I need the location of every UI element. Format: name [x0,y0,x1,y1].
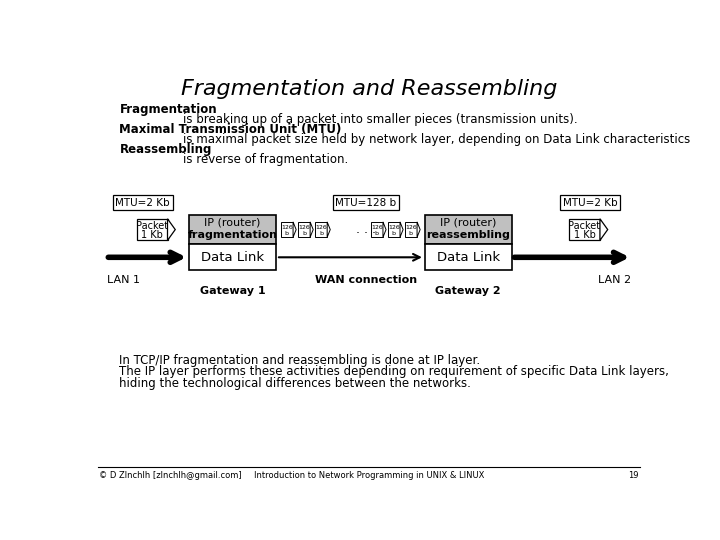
Bar [281,222,293,237]
Text: © D Zlnchlh [zlnchlh@gmail.com]: © D Zlnchlh [zlnchlh@gmail.com] [99,470,242,480]
Text: Reassembling: Reassembling [120,143,212,157]
Text: 126: 126 [405,225,417,230]
Bar [189,215,276,244]
Text: hiding the technological differences between the networks.: hiding the technological differences bet… [120,377,472,390]
Text: . . .: . . . [356,223,376,236]
Polygon shape [327,222,330,237]
Text: b: b [285,231,289,236]
Text: MTU=2 Kb: MTU=2 Kb [562,198,617,207]
Bar [425,215,512,244]
Text: Fragmentation: Fragmentation [120,103,217,116]
Polygon shape [383,222,386,237]
Text: b: b [374,231,379,236]
Text: WAN connection: WAN connection [315,275,417,285]
Bar [189,244,276,271]
Text: 1 Kb: 1 Kb [141,230,163,240]
Text: 19: 19 [628,470,639,480]
Polygon shape [293,222,296,237]
Polygon shape [600,219,608,240]
Polygon shape [417,222,420,237]
Bar [425,244,512,271]
Bar [569,219,600,240]
Text: The IP layer performs these activities depending on requirement of specific Data: The IP layer performs these activities d… [120,365,670,378]
Text: reassembling: reassembling [426,230,510,240]
Text: b: b [392,231,396,236]
Text: Data Link: Data Link [201,251,264,264]
Polygon shape [168,219,175,240]
Bar [137,219,168,240]
Bar [405,222,417,237]
Bar [297,222,310,237]
Text: LAN 2: LAN 2 [598,275,631,285]
Text: b: b [302,231,306,236]
Text: 126: 126 [315,225,327,230]
Text: Maximal Transmission Unit (MTU): Maximal Transmission Unit (MTU) [120,123,342,136]
Text: 126: 126 [298,225,310,230]
Text: 126: 126 [281,225,293,230]
Text: is breaking up of a packet into smaller pieces (transmission units).: is breaking up of a packet into smaller … [183,113,577,126]
Text: Packet: Packet [136,221,168,231]
Text: Introduction to Network Programming in UNIX & LINUX: Introduction to Network Programming in U… [254,470,484,480]
Bar [387,222,400,237]
Text: is reverse of fragmentation.: is reverse of fragmentation. [183,153,348,166]
Text: b: b [319,231,323,236]
Text: IP (router): IP (router) [204,218,261,228]
Text: MTU=2 Kb: MTU=2 Kb [115,198,170,207]
Text: fragmentation: fragmentation [188,230,278,240]
Text: 126: 126 [388,225,400,230]
Text: 126: 126 [371,225,382,230]
Text: Gateway 1: Gateway 1 [199,286,266,296]
Text: LAN 1: LAN 1 [107,275,140,285]
Text: Fragmentation and Reassembling: Fragmentation and Reassembling [181,79,557,99]
Text: b: b [409,231,413,236]
Text: is maximal packet size held by network layer, depending on Data Link characteris: is maximal packet size held by network l… [183,133,690,146]
Text: MTU=128 b: MTU=128 b [336,198,397,207]
Text: In TCP/IP fragmentation and reassembling is done at IP layer.: In TCP/IP fragmentation and reassembling… [120,354,480,367]
Text: Gateway 2: Gateway 2 [436,286,501,296]
Text: IP (router): IP (router) [440,218,496,228]
Bar [315,222,327,237]
Bar [371,222,383,237]
Text: Packet: Packet [568,221,600,231]
Polygon shape [400,222,403,237]
Text: Data Link: Data Link [436,251,500,264]
Polygon shape [310,222,313,237]
Text: 1 Kb: 1 Kb [574,230,595,240]
